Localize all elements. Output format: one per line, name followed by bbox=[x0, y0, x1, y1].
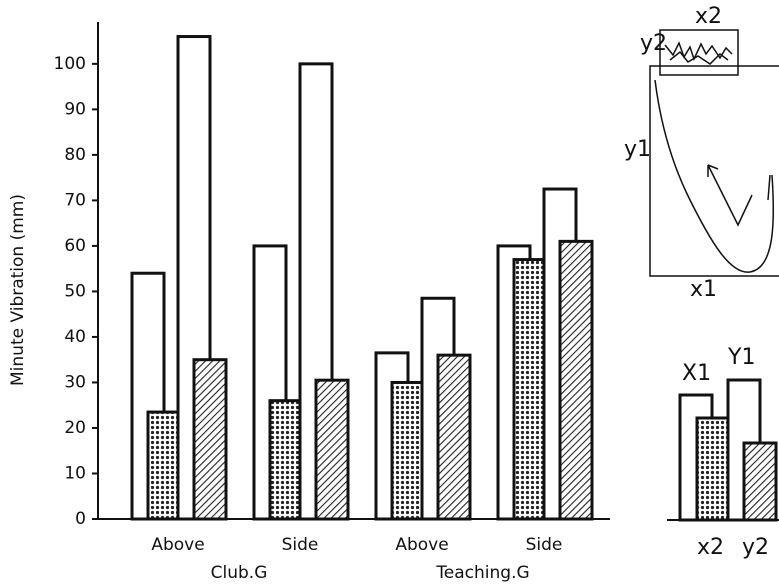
group-label: Club.G bbox=[211, 563, 268, 583]
annotation: x2 bbox=[695, 4, 722, 29]
y-tick-label: 40 bbox=[64, 327, 86, 347]
y-tick-label: 50 bbox=[64, 281, 86, 301]
y-tick-label: 0 bbox=[75, 509, 86, 529]
group-label: Teaching.G bbox=[435, 563, 529, 583]
bar bbox=[316, 380, 348, 519]
legend-label: X1 bbox=[682, 361, 711, 386]
y-tick-label: 60 bbox=[64, 236, 86, 256]
x-tick-label: Above bbox=[151, 535, 204, 555]
y-tick-label: 80 bbox=[64, 145, 86, 165]
bar bbox=[194, 360, 226, 519]
bar bbox=[392, 382, 424, 519]
annotation: y2 bbox=[640, 31, 667, 56]
x-tick-label: Above bbox=[395, 535, 448, 555]
annotation: x1 bbox=[690, 277, 717, 302]
y-tick-label: 70 bbox=[64, 190, 86, 210]
legend-label: y2 bbox=[742, 535, 769, 560]
bar bbox=[270, 401, 302, 519]
legend-swatch bbox=[744, 443, 776, 520]
legend-swatch bbox=[697, 418, 729, 520]
y-tick-label: 100 bbox=[54, 54, 86, 74]
y-axis-label: Minute Vibration (mm) bbox=[8, 194, 28, 386]
bar bbox=[560, 241, 592, 519]
y-tick-label: 20 bbox=[64, 418, 86, 438]
y-tick-label: 30 bbox=[64, 372, 86, 392]
y-tick-label: 10 bbox=[64, 463, 86, 483]
legend-label: x2 bbox=[697, 535, 724, 560]
chart: Minute Vibration (mm) x2 y2 y1 x1 0 10 20 3… bbox=[0, 0, 779, 586]
bar bbox=[514, 260, 546, 519]
y-tick-label: 90 bbox=[64, 99, 86, 119]
bar bbox=[438, 355, 470, 519]
annotation: y1 bbox=[624, 137, 651, 162]
legend-label: Y1 bbox=[727, 345, 755, 370]
x-tick-label: Side bbox=[526, 535, 563, 555]
inset-diagram bbox=[650, 30, 779, 276]
x-tick-label: Side bbox=[282, 535, 319, 555]
bar bbox=[148, 412, 180, 519]
